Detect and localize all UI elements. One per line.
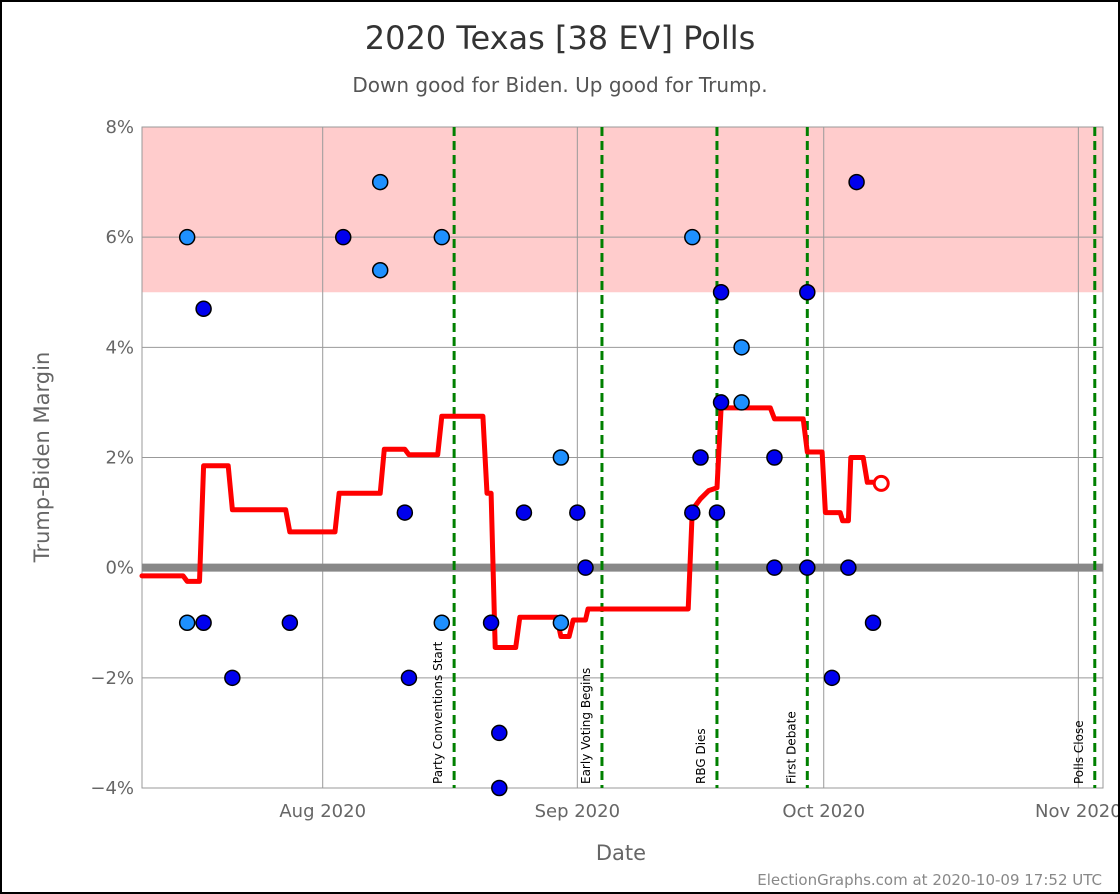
chart-subtitle: Down good for Biden. Up good for Trump.	[352, 73, 767, 97]
poll-point	[864, 614, 882, 631]
y-tick-label: −4%	[90, 778, 134, 799]
poll-point	[400, 669, 418, 687]
poll-point	[733, 394, 750, 411]
poll-point	[552, 449, 570, 466]
poll-point	[224, 669, 241, 687]
poll-point	[491, 724, 508, 742]
y-tick-label: 6%	[105, 227, 134, 248]
event-label: Party Conventions Start	[431, 641, 445, 784]
poll-point	[281, 614, 299, 631]
y-tick-label: 0%	[105, 558, 134, 579]
poll-point	[712, 394, 730, 411]
poll-point	[195, 614, 212, 631]
poll-point	[433, 228, 451, 246]
poll-point	[766, 559, 783, 576]
poll-point	[712, 284, 730, 301]
event-label: RBG Dies	[694, 728, 708, 784]
poll-point	[433, 614, 451, 631]
poll-point	[840, 559, 857, 576]
poll-point	[396, 504, 414, 521]
x-tick-label: Nov 2020	[1035, 801, 1118, 822]
poll-point	[371, 261, 389, 279]
poll-point	[552, 614, 570, 631]
trump-lead-band	[142, 127, 1103, 293]
y-axis-label: Trump-Biden Margin	[30, 352, 54, 564]
poll-point	[178, 614, 196, 631]
poll-point	[491, 779, 508, 797]
x-tick-label: Aug 2020	[279, 801, 366, 822]
poll-point	[195, 300, 212, 318]
poll-point	[569, 504, 586, 521]
event-label: First Debate	[784, 711, 798, 784]
event-label: Early Voting Begins	[579, 668, 593, 784]
y-tick-label: 8%	[105, 117, 134, 138]
poll-point	[692, 449, 709, 466]
y-tick-label: 2%	[105, 448, 134, 469]
x-axis-label: Date	[596, 841, 646, 865]
poll-point	[577, 559, 594, 576]
average-line	[139, 405, 878, 650]
poll-point	[799, 284, 816, 301]
poll-point	[766, 449, 783, 466]
plot-area: 8% 6% 4% 2% 0% −2% −4% Aug 2020 Sep 2020 Oct 2020…	[90, 117, 1118, 822]
poll-point	[684, 504, 701, 521]
x-tick-label: Oct 2020	[782, 801, 865, 822]
poll-point	[848, 173, 865, 191]
poll-point	[482, 614, 500, 631]
x-tick-label: Sep 2020	[535, 801, 620, 822]
credit-text: ElectionGraphs.com at 2020-10-09 17:52 U…	[757, 871, 1102, 889]
poll-point	[178, 228, 196, 246]
event-label: Polls Close	[1072, 720, 1086, 784]
poll-point	[371, 173, 389, 191]
poll-point	[684, 228, 701, 246]
poll-point	[823, 669, 841, 687]
poll-point	[799, 559, 816, 576]
poll-point	[334, 228, 352, 246]
plot-border	[141, 126, 1104, 789]
poll-point	[708, 504, 726, 521]
average-end-marker	[872, 474, 890, 492]
poll-point	[733, 339, 750, 356]
chart-title: 2020 Texas [38 EV] Polls	[365, 19, 756, 57]
poll-point	[515, 504, 533, 521]
y-tick-label: −2%	[90, 668, 134, 689]
y-tick-label: 4%	[105, 337, 134, 358]
